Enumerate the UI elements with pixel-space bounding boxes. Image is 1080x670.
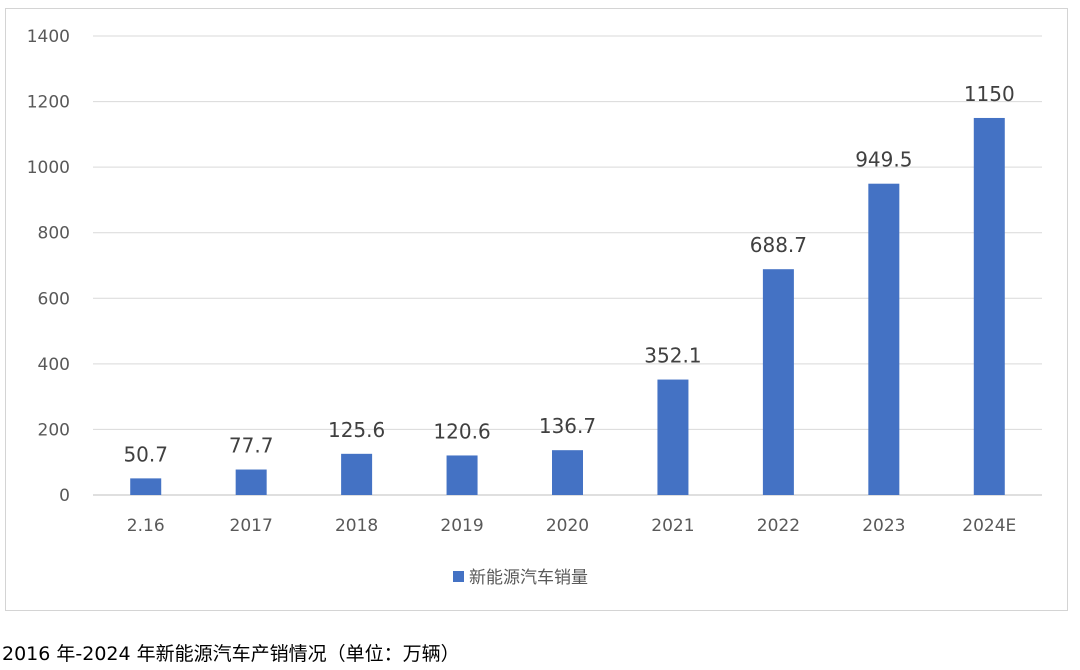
bar (446, 455, 478, 495)
data-label: 688.7 (750, 233, 807, 257)
y-axis-ticks: 0 200 400 600 800 1000 1200 1400 (27, 27, 70, 506)
y-tick-label: 1400 (27, 27, 70, 47)
x-tick-label: 2022 (757, 516, 800, 536)
y-tick-label: 600 (38, 289, 70, 309)
chart-caption: 2016 年-2024 年新能源汽车产销情况（单位：万辆） (2, 643, 460, 665)
bar (341, 453, 373, 495)
x-tick-label: 2020 (546, 516, 589, 536)
x-tick-label: 2023 (862, 516, 905, 536)
data-label: 136.7 (539, 414, 596, 438)
bar (130, 478, 162, 495)
y-tick-label: 0 (59, 486, 70, 506)
data-label: 77.7 (229, 434, 274, 458)
bar (657, 379, 689, 495)
x-tick-label: 2.16 (127, 516, 165, 536)
bar-chart: 0 200 400 600 800 1000 1200 1400 50.7 77.7 125.6 1… (27, 27, 1042, 588)
x-tick-label: 2018 (335, 516, 378, 536)
data-label: 1150 (964, 82, 1015, 106)
legend: 新能源汽车销量 (453, 568, 588, 588)
bars (130, 117, 1005, 495)
x-axis-ticks: 2.16 2017 2018 2019 2020 2021 2022 2023 2024E (127, 516, 1016, 536)
x-tick-label: 2024E (962, 516, 1016, 536)
data-labels: 50.7 77.7 125.6 120.6 136.7 352.1 688.7 949.5 11… (123, 82, 1014, 466)
y-tick-label: 400 (38, 355, 70, 375)
bar (973, 117, 1005, 495)
legend-swatch (453, 571, 464, 582)
x-tick-label: 2017 (230, 516, 273, 536)
data-label: 352.1 (644, 344, 701, 368)
x-tick-label: 2019 (440, 516, 483, 536)
bar (762, 269, 794, 495)
chart-frame: 0 200 400 600 800 1000 1200 1400 50.7 77.7 125.6 1… (5, 8, 1068, 611)
y-tick-label: 1000 (27, 158, 70, 178)
gridlines (93, 35, 1042, 496)
data-label: 949.5 (855, 148, 912, 172)
bar (552, 450, 583, 495)
data-label: 125.6 (328, 418, 385, 442)
y-tick-label: 1200 (27, 93, 70, 113)
data-label: 50.7 (123, 442, 168, 466)
legend-label: 新能源汽车销量 (469, 568, 588, 588)
y-tick-label: 200 (38, 420, 70, 440)
bar (868, 183, 900, 495)
data-label: 120.6 (433, 419, 490, 443)
y-tick-label: 800 (38, 224, 70, 244)
x-tick-label: 2021 (651, 516, 694, 536)
bar (235, 469, 267, 495)
